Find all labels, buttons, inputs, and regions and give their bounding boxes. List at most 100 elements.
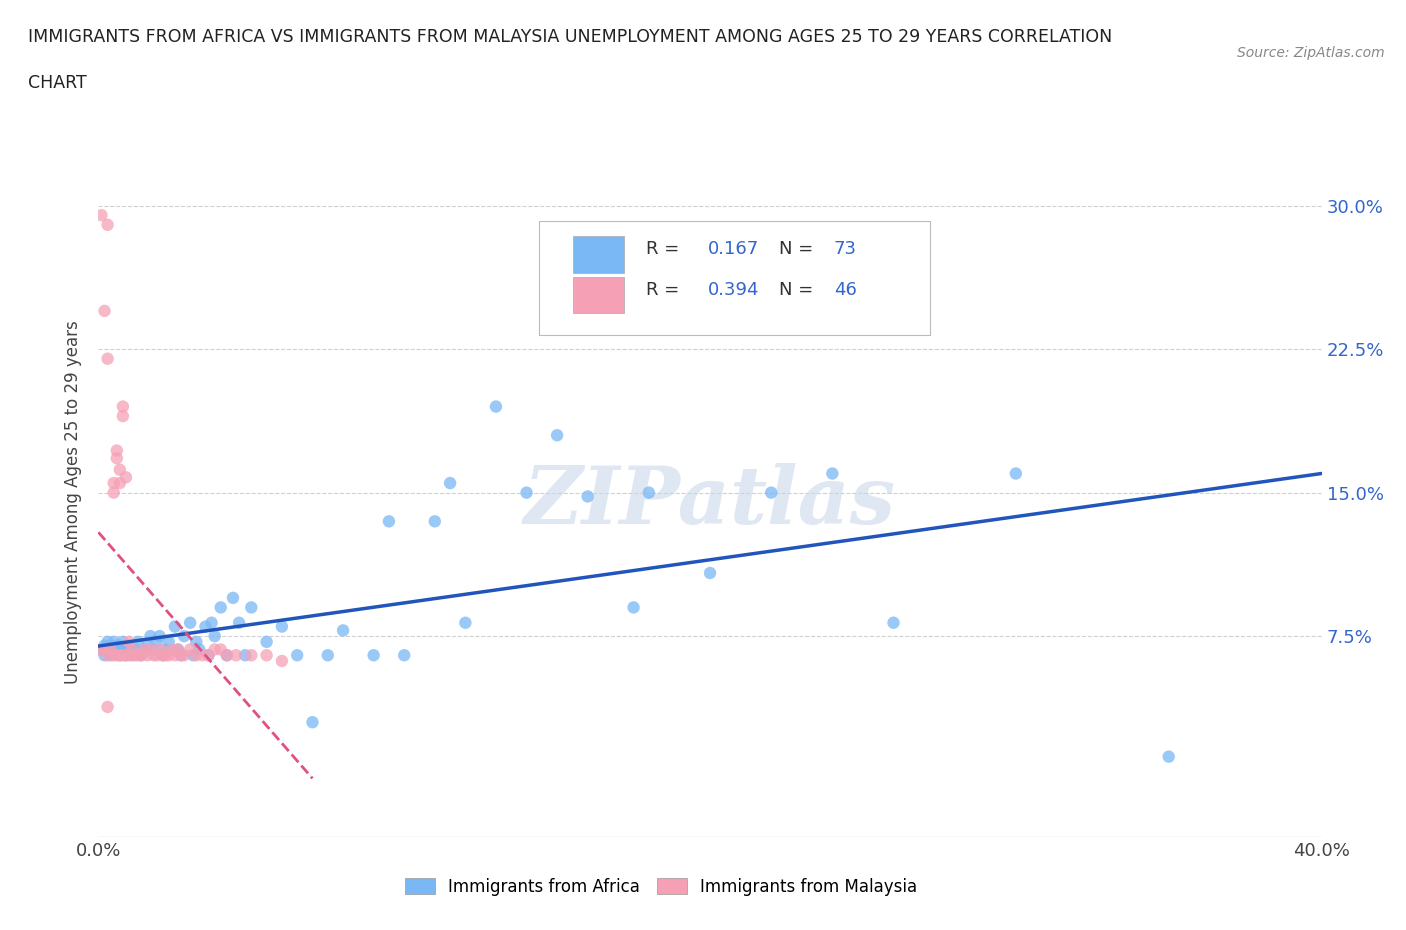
Point	[142, 648, 165, 663]
Point	[270, 619, 292, 634]
Point	[181, 648, 204, 663]
Point	[97, 634, 120, 649]
Point	[209, 642, 232, 657]
Point	[139, 629, 162, 644]
Point	[197, 648, 219, 663]
Point	[145, 634, 167, 649]
Point	[111, 399, 134, 414]
Point	[108, 638, 131, 653]
Point	[167, 642, 190, 657]
Point	[270, 654, 292, 669]
Point	[136, 648, 159, 663]
Point	[759, 485, 782, 500]
Point	[115, 648, 138, 663]
Point	[134, 642, 156, 657]
Point	[139, 642, 162, 657]
Point	[637, 485, 661, 500]
Point	[215, 648, 238, 663]
Point	[105, 451, 128, 466]
Point	[105, 648, 128, 663]
Point	[576, 489, 599, 504]
Point	[93, 648, 115, 663]
Point	[1004, 466, 1026, 481]
Point	[152, 648, 174, 663]
Point	[90, 642, 112, 657]
Point	[204, 642, 226, 657]
Point	[90, 642, 112, 657]
Point	[97, 642, 120, 657]
Point	[108, 648, 131, 663]
Point	[546, 428, 568, 443]
Point	[186, 648, 208, 663]
Point	[225, 648, 247, 663]
Point	[157, 634, 180, 649]
Point	[285, 648, 308, 663]
Point	[233, 648, 256, 663]
Point	[149, 642, 172, 657]
Point	[200, 616, 222, 631]
Point	[228, 616, 250, 631]
Point	[623, 600, 645, 615]
Text: N =: N =	[779, 240, 818, 258]
Point	[188, 642, 211, 657]
Point	[121, 648, 143, 663]
Point	[222, 591, 245, 605]
Point	[191, 648, 214, 663]
Point	[127, 634, 149, 649]
Point	[97, 699, 120, 714]
Point	[100, 642, 122, 657]
Point	[699, 565, 721, 580]
Point	[173, 648, 195, 663]
Text: 0.167: 0.167	[707, 240, 759, 258]
Point	[194, 619, 217, 634]
Point	[108, 648, 131, 663]
Point	[103, 475, 125, 490]
Point	[392, 648, 416, 663]
Point	[118, 648, 141, 663]
Legend: Immigrants from Africa, Immigrants from Malaysia: Immigrants from Africa, Immigrants from …	[398, 871, 924, 902]
Point	[155, 648, 177, 663]
Point	[105, 642, 128, 657]
Point	[163, 619, 186, 634]
Point	[378, 514, 401, 529]
Point	[103, 648, 125, 663]
Point	[363, 648, 385, 663]
Point	[149, 629, 172, 644]
Text: ZIPatlas: ZIPatlas	[524, 463, 896, 541]
Point	[516, 485, 538, 500]
Point	[170, 648, 193, 663]
Point	[97, 352, 120, 366]
Point	[332, 623, 354, 638]
Point	[124, 648, 146, 663]
Point	[136, 638, 159, 653]
Point	[124, 642, 146, 657]
Point	[209, 600, 232, 615]
Point	[121, 642, 143, 657]
Point	[197, 648, 219, 663]
FancyBboxPatch shape	[538, 221, 931, 335]
Point	[152, 648, 174, 663]
Text: CHART: CHART	[28, 74, 87, 92]
Point	[454, 616, 477, 631]
Point	[93, 642, 115, 657]
Y-axis label: Unemployment Among Ages 25 to 29 years: Unemployment Among Ages 25 to 29 years	[65, 320, 83, 684]
Point	[111, 634, 134, 649]
Text: R =: R =	[647, 281, 685, 299]
Point	[134, 642, 156, 657]
Point	[301, 715, 323, 730]
Point	[179, 616, 201, 631]
Point	[118, 642, 141, 657]
Point	[97, 218, 120, 232]
Point	[256, 648, 278, 663]
Point	[129, 648, 152, 663]
Point	[103, 642, 125, 657]
Point	[821, 466, 844, 481]
Text: N =: N =	[779, 281, 818, 299]
Point	[163, 648, 186, 663]
Point	[93, 303, 115, 318]
Point	[316, 648, 339, 663]
Point	[155, 642, 177, 657]
Point	[93, 638, 115, 653]
Text: 46: 46	[834, 281, 856, 299]
Point	[111, 648, 134, 663]
